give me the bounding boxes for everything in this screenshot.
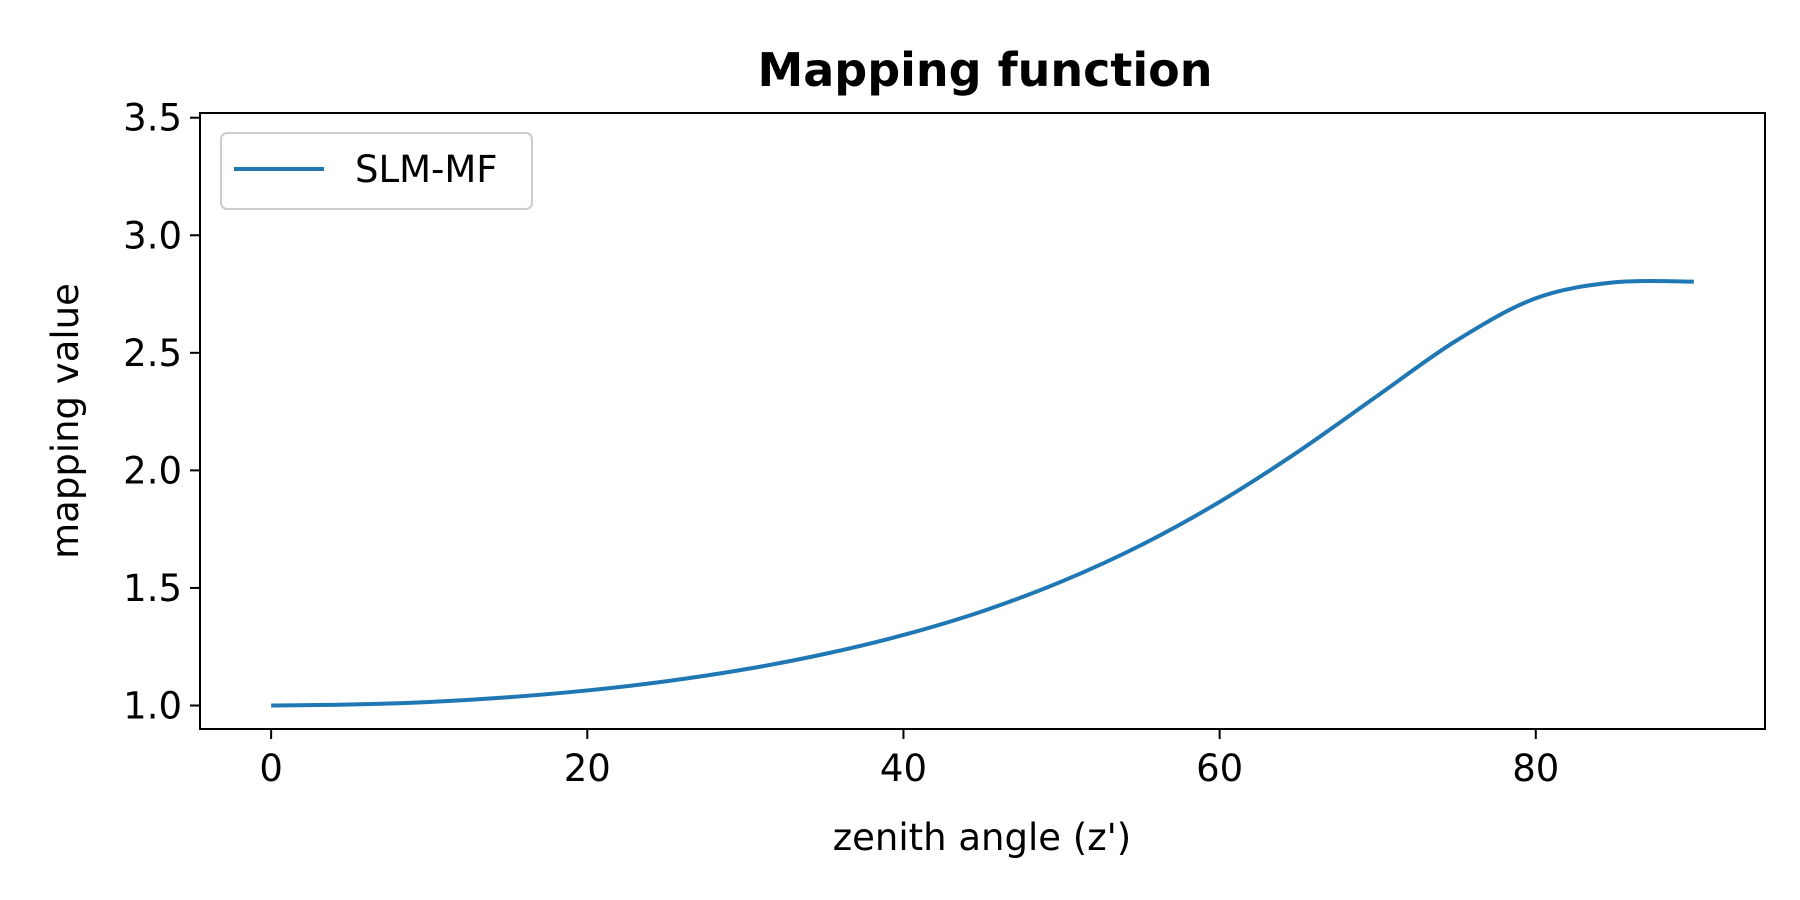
y-tick-label: 2.0 xyxy=(123,449,182,492)
y-axis: 1.0 1.5 2.0 2.5 3.0 3.5 xyxy=(123,97,200,727)
y-tick-label: 3.0 xyxy=(123,214,182,257)
legend: SLM-MF xyxy=(220,132,533,210)
y-tick-label: 3.5 xyxy=(123,97,182,140)
chart-title: Mapping function xyxy=(757,43,1212,97)
x-tick-label: 0 xyxy=(259,747,283,790)
y-tick-label: 1.0 xyxy=(123,684,182,727)
y-tick-label: 1.5 xyxy=(123,567,182,610)
legend-label-slm-mf: SLM-MF xyxy=(355,148,498,191)
x-tick-label: 80 xyxy=(1512,747,1559,790)
plot-area xyxy=(200,113,1765,729)
x-tick-label: 40 xyxy=(880,747,927,790)
x-tick-label: 60 xyxy=(1196,747,1243,790)
x-axis-label: zenith angle (z') xyxy=(833,816,1132,859)
x-axis: 0 20 40 60 80 xyxy=(259,729,1559,790)
plot-frame xyxy=(199,112,1766,730)
legend-box xyxy=(220,132,533,210)
y-tick-label: 2.5 xyxy=(123,332,182,375)
x-tick-label: 20 xyxy=(564,747,611,790)
y-axis-label: mapping value xyxy=(44,283,87,559)
series-line-slm-mf xyxy=(271,278,1694,708)
